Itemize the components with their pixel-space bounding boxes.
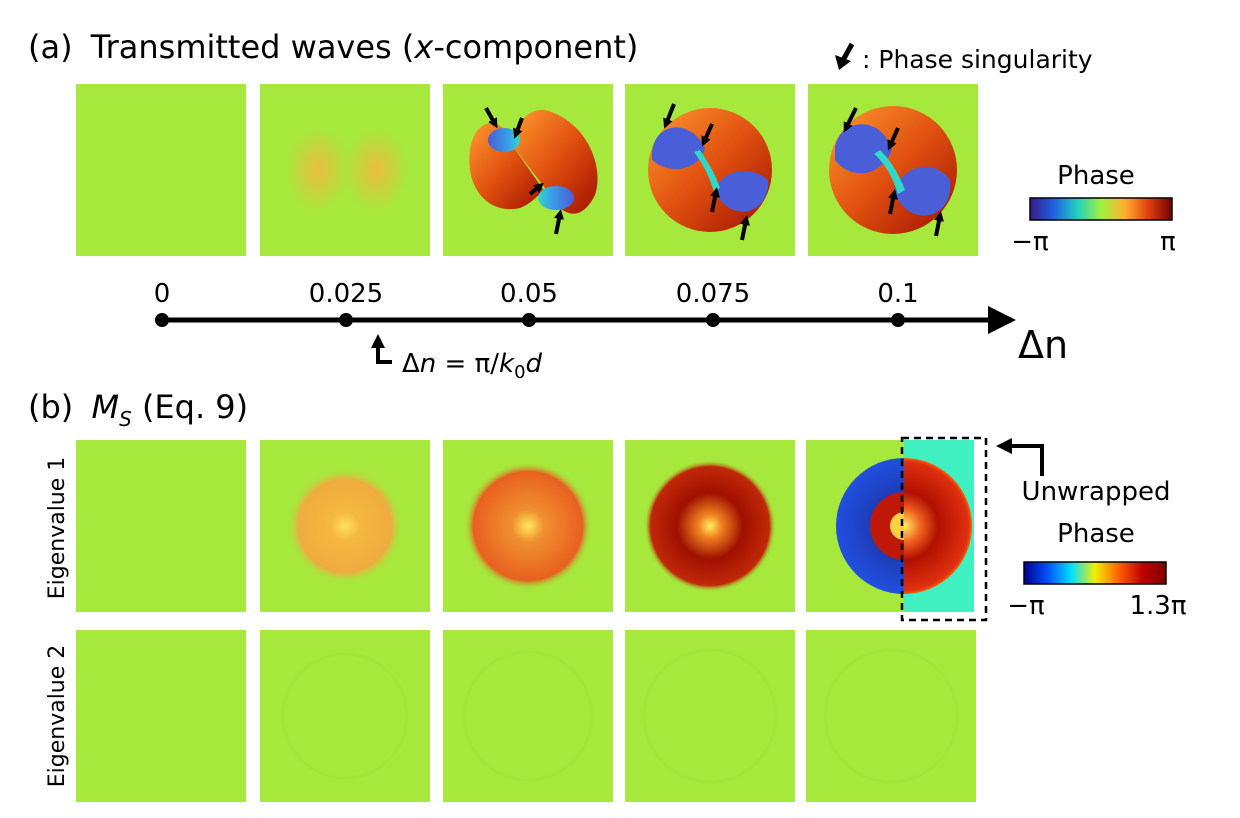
unwrapped-region-box bbox=[900, 436, 988, 622]
panel-b-e2-tile-0075 bbox=[625, 630, 795, 802]
axis-tick-label: 0 bbox=[154, 279, 171, 309]
singularity-arrow-icon bbox=[663, 103, 750, 241]
phase-colorbar: Phase −π π bbox=[1011, 161, 1176, 257]
unwrapped-colorbar-max: 1.3π bbox=[1129, 591, 1186, 621]
panel-b-e1-tile-0 bbox=[76, 440, 246, 612]
singularity-legend-text: : Phase singularity bbox=[862, 45, 1093, 74]
panel-b-eigenvalue-2-row bbox=[76, 630, 976, 802]
unwrapped-colorbar-title-2: Phase bbox=[1057, 519, 1135, 549]
singularity-arrow-icon bbox=[484, 107, 564, 235]
axis-tick-dot bbox=[891, 313, 905, 327]
row-label-eigenvalue-2: Eigenvalue 2 bbox=[45, 645, 70, 788]
axis-tick-dot bbox=[522, 313, 536, 327]
panel-b-e2-tile-005 bbox=[443, 630, 613, 802]
panel-b-eigenvalue-1-row bbox=[76, 436, 988, 622]
axis-tick-label: 0.05 bbox=[500, 279, 558, 309]
singularity-legend: : Phase singularity bbox=[835, 42, 1093, 74]
panel-b-e1-tile-01 bbox=[806, 436, 988, 622]
singularity-arrow-icon bbox=[835, 42, 855, 70]
panel-b-e2-tile-0 bbox=[76, 630, 246, 802]
panel-a-title: (a) Transmitted waves (x-component) bbox=[28, 28, 638, 66]
panel-b-e1-tile-0025 bbox=[260, 440, 430, 612]
axis-tick-label: 0.1 bbox=[877, 279, 918, 309]
panel-a-tile-0 bbox=[76, 84, 246, 256]
phase-colorbar-max: π bbox=[1160, 227, 1176, 257]
panel-b-e2-tile-01 bbox=[806, 630, 976, 802]
phase-colorbar-title: Phase bbox=[1057, 161, 1135, 191]
unwrapped-colorbar-min: −π bbox=[1007, 591, 1044, 621]
panel-b-title: (b) MS (Eq. 9) bbox=[28, 388, 248, 431]
axis-tick-dot bbox=[706, 313, 720, 327]
phase-colorbar-min: −π bbox=[1011, 227, 1048, 257]
axis-label: Δn bbox=[1018, 323, 1068, 367]
delta-n-axis: 0 0.025 0.05 0.075 0.1 Δn Δn = π/k0d bbox=[154, 279, 1068, 383]
axis-tick-dot bbox=[155, 313, 169, 327]
panel-a-tile-005 bbox=[443, 84, 613, 256]
singularity-arrow-icon bbox=[843, 107, 944, 237]
panel-b-e1-tile-0075 bbox=[625, 440, 795, 612]
panel-a-tile-0025 bbox=[260, 84, 430, 256]
panel-b-e2-tile-0025 bbox=[260, 630, 430, 802]
unwrapped-colorbar-title-1: Unwrapped bbox=[1022, 477, 1171, 507]
axis-tick-label: 0.075 bbox=[676, 279, 750, 309]
panel-a-tile-0075 bbox=[625, 84, 795, 256]
panel-b-e1-tile-005 bbox=[443, 440, 613, 612]
axis-tick-dot bbox=[339, 313, 353, 327]
pi-marker-arrow-icon bbox=[371, 334, 392, 364]
panel-a-images bbox=[76, 84, 978, 256]
panel-a-tile-01 bbox=[808, 84, 978, 256]
axis-tick-label: 0.025 bbox=[309, 279, 383, 309]
unwrapped-arrow-icon bbox=[996, 438, 1044, 476]
pi-marker-label: Δn = π/k0d bbox=[402, 349, 543, 383]
unwrapped-colorbar: Unwrapped Phase −π 1.3π bbox=[1007, 477, 1186, 621]
row-label-eigenvalue-1: Eigenvalue 1 bbox=[45, 457, 70, 600]
